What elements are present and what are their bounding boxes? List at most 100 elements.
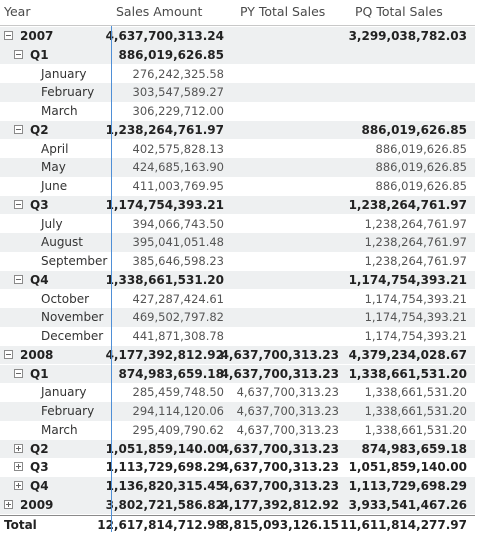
py-total-sales-cell: 8,815,093,126.15	[220, 517, 339, 532]
column-header-py-total-sales[interactable]: PY Total Sales	[240, 4, 326, 19]
row-label: January	[41, 385, 87, 400]
py-total-sales-cell: 4,637,700,313.23	[220, 441, 339, 456]
sales-amount-cell: 294,114,120.06	[132, 404, 224, 418]
sales-amount-cell: 411,003,769.95	[132, 179, 224, 193]
sales-amount-cell: 295,409,790.62	[132, 422, 224, 437]
row-label: 2007	[20, 29, 54, 43]
row-label: 2008	[20, 347, 54, 362]
pq-total-sales-cell: 1,051,859,140.00	[348, 460, 467, 475]
pq-total-sales-cell: 1,174,754,393.21	[364, 329, 467, 343]
sales-amount-cell: 4,177,392,812.92	[105, 347, 224, 362]
row-label: 2009	[20, 497, 54, 512]
expand-icon[interactable]	[14, 443, 23, 453]
pq-total-sales-cell: 1,338,661,531.20	[364, 385, 467, 400]
sales-amount-cell: 1,136,820,315.45	[105, 479, 224, 493]
sales-amount-cell: 469,502,797.82	[132, 310, 224, 325]
row-label: August	[41, 235, 83, 250]
matrix-row: December 441,871,308.78 1,174,754,393.21	[0, 327, 475, 346]
row-label: Q3	[30, 197, 49, 212]
py-total-sales-cell: 4,637,700,313.23	[220, 479, 339, 493]
sales-amount-cell: 424,685,163.90	[132, 160, 224, 175]
pq-total-sales-cell: 3,299,038,782.03	[348, 29, 467, 43]
sales-amount-cell: 303,547,589.27	[132, 85, 224, 100]
sales-amount-cell: 306,229,712.00	[132, 104, 224, 118]
pq-total-sales-cell: 1,238,264,761.97	[364, 216, 467, 231]
matrix-row: January 276,242,325.58	[0, 65, 475, 84]
expand-icon[interactable]	[14, 462, 23, 472]
row-label: Q2	[30, 122, 49, 137]
collapse-icon[interactable]	[4, 349, 13, 359]
sales-amount-cell: 3,802,721,586.82	[105, 497, 224, 512]
matrix-row: November 469,502,797.82 1,174,754,393.21	[0, 308, 475, 327]
sales-amount-cell: 385,646,598.23	[132, 254, 224, 268]
matrix-row: March 306,229,712.00	[0, 102, 475, 121]
header-divider	[0, 25, 475, 26]
pq-total-sales-cell: 1,338,661,531.20	[364, 404, 467, 418]
sales-amount-cell: 4,637,700,313.24	[105, 29, 224, 43]
matrix-row: March 295,409,790.62 4,637,700,313.23 1,338…	[0, 421, 475, 440]
sales-amount-cell: 12,617,814,712.98	[97, 517, 224, 532]
column-header-sales-amount[interactable]: Sales Amount	[116, 4, 203, 19]
collapse-icon[interactable]	[14, 199, 23, 209]
sales-amount-cell: 1,113,729,698.29	[105, 460, 224, 475]
matrix-row: August 395,041,051.48 1,238,264,761.97	[0, 233, 475, 252]
py-total-sales-cell: 4,637,700,313.23	[236, 404, 339, 418]
matrix-row: Q3 1,113,729,698.29 4,637,700,313.23 1,051,…	[0, 458, 475, 477]
pq-total-sales-cell: 1,338,661,531.20	[364, 422, 467, 437]
pq-total-sales-cell: 886,019,626.85	[375, 179, 467, 193]
sales-amount-cell: 886,019,626.85	[118, 47, 224, 62]
collapse-icon[interactable]	[14, 368, 23, 378]
row-label: Q4	[30, 272, 49, 287]
row-label: March	[41, 104, 78, 118]
row-label: October	[41, 291, 90, 306]
expand-icon[interactable]	[4, 499, 13, 509]
matrix-row: Q3 1,174,754,393.21 1,238,264,761.97	[0, 195, 475, 215]
matrix-row: Q2 1,051,859,140.00 4,637,700,313.23 874,98…	[0, 439, 475, 459]
collapse-icon[interactable]	[14, 124, 23, 134]
collapse-icon[interactable]	[4, 31, 13, 40]
matrix-row: June 411,003,769.95 886,019,626.85	[0, 177, 475, 196]
matrix-row: April 402,575,828.13 886,019,626.85	[0, 140, 475, 159]
py-total-sales-cell: 4,637,700,313.23	[236, 385, 339, 400]
matrix-row: Q4 1,136,820,315.45 4,637,700,313.23 1,113,…	[0, 477, 475, 496]
row-label: April	[41, 141, 69, 156]
collapse-icon[interactable]	[14, 274, 23, 284]
pq-total-sales-cell: 1,174,754,393.21	[364, 291, 467, 306]
pq-total-sales-cell: 886,019,626.85	[375, 160, 467, 175]
matrix-row: May 424,685,163.90 886,019,626.85	[0, 158, 475, 177]
row-label: Q4	[30, 479, 49, 493]
pq-total-sales-cell: 886,019,626.85	[375, 141, 467, 156]
pq-total-sales-cell: 886,019,626.85	[361, 122, 467, 137]
py-total-sales-cell: 4,637,700,313.23	[236, 422, 339, 437]
matrix-row: February 303,547,589.27	[0, 83, 475, 102]
py-total-sales-cell: 4,637,700,313.23	[220, 347, 339, 362]
pq-total-sales-cell: 1,113,729,698.29	[348, 479, 467, 493]
sales-amount-cell: 874,983,659.18	[118, 366, 224, 381]
matrix-row: Q2 1,238,264,761.97 886,019,626.85	[0, 120, 475, 140]
matrix-row: Q4 1,338,661,531.20 1,174,754,393.21	[0, 270, 475, 290]
pq-total-sales-cell: 1,238,264,761.97	[364, 235, 467, 250]
row-label: Q3	[30, 460, 49, 475]
collapse-icon[interactable]	[14, 49, 23, 59]
column-header-year[interactable]: Year	[4, 4, 31, 19]
sales-amount-cell: 441,871,308.78	[132, 329, 224, 343]
pq-total-sales-cell: 874,983,659.18	[361, 441, 467, 456]
row-label: June	[41, 179, 68, 193]
matrix-row: 2008 4,177,392,812.92 4,637,700,313.23 4,37…	[0, 345, 475, 365]
sales-amount-cell: 394,066,743.50	[132, 216, 224, 231]
expand-icon[interactable]	[14, 481, 23, 490]
sales-amount-cell: 285,459,748.50	[132, 385, 224, 400]
matrix-row: 2007 4,637,700,313.24 3,299,038,782.03	[0, 27, 475, 46]
row-label: July	[41, 216, 63, 231]
py-total-sales-cell: 4,637,700,313.23	[220, 460, 339, 475]
py-total-sales-cell: 4,637,700,313.23	[220, 366, 339, 381]
row-label: Q2	[30, 441, 49, 456]
row-label: November	[41, 310, 104, 325]
pq-total-sales-cell: 1,174,754,393.21	[364, 310, 467, 325]
column-header-row: Year Sales Amount PY Total Sales PQ Tota…	[0, 0, 481, 24]
column-header-pq-total-sales[interactable]: PQ Total Sales	[355, 4, 443, 19]
matrix-row: 2009 3,802,721,586.82 4,177,392,812.92 3,93…	[0, 495, 475, 515]
pq-total-sales-cell: 1,238,264,761.97	[348, 197, 467, 212]
row-label: Total	[4, 517, 37, 532]
